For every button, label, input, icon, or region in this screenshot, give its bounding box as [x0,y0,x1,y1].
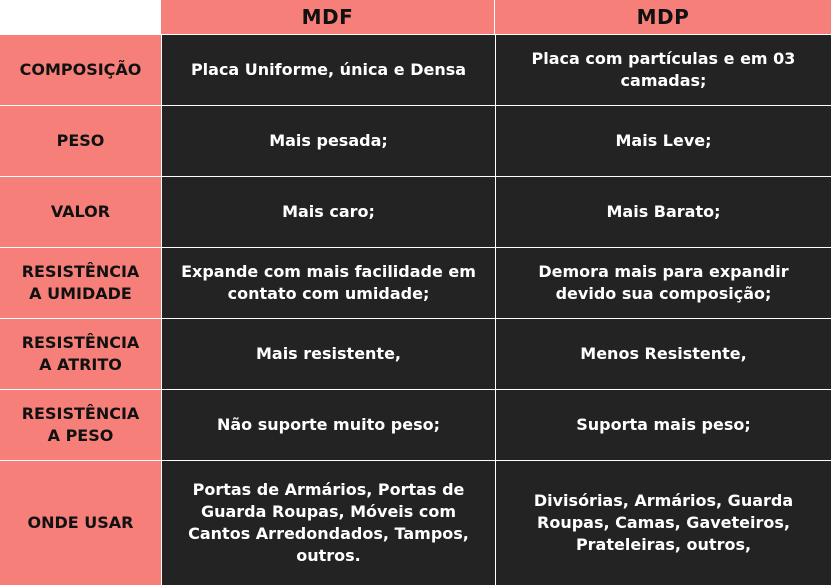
row-label-peso: PESO [0,106,161,177]
row-label-resistencia-peso: RESISTÊNCIA A PESO [0,390,161,461]
table-cell-mdf: Não suporte muito peso; [161,390,495,461]
table-cell-mdp: Menos Resistente, [495,319,831,390]
row-label-onde-usar: ONDE USAR [0,461,161,585]
table-cell-mdf: Mais pesada; [161,106,495,177]
table-cell-mdf: Placa Uniforme, única e Densa [161,35,495,106]
table-cell-mdf: Mais resistente, [161,319,495,390]
table-cell-mdf: Expande com mais facilidade em contato c… [161,248,495,319]
table-cell-mdf: Portas de Armários, Portas de Guarda Rou… [161,461,495,585]
table-cell-mdp: Divisórias, Armários, Guarda Roupas, Cam… [495,461,831,585]
row-label-resistencia-atrito: RESISTÊNCIA A ATRITO [0,319,161,390]
table-cell-mdp: Placa com partículas e em 03 camadas; [495,35,831,106]
row-label-valor: VALOR [0,177,161,248]
row-label-resistencia-umidade: RESISTÊNCIA A UMIDADE [0,248,161,319]
table-cell-mdp: Suporta mais peso; [495,390,831,461]
table-corner [0,0,161,35]
table-cell-mdf: Mais caro; [161,177,495,248]
row-label-composicao: COMPOSIÇÃO [0,35,161,106]
table-cell-mdp: Mais Barato; [495,177,831,248]
column-header-mdf: MDF [161,0,495,35]
table-cell-mdp: Demora mais para expandir devido sua com… [495,248,831,319]
table-cell-mdp: Mais Leve; [495,106,831,177]
column-header-mdp: MDP [495,0,831,35]
